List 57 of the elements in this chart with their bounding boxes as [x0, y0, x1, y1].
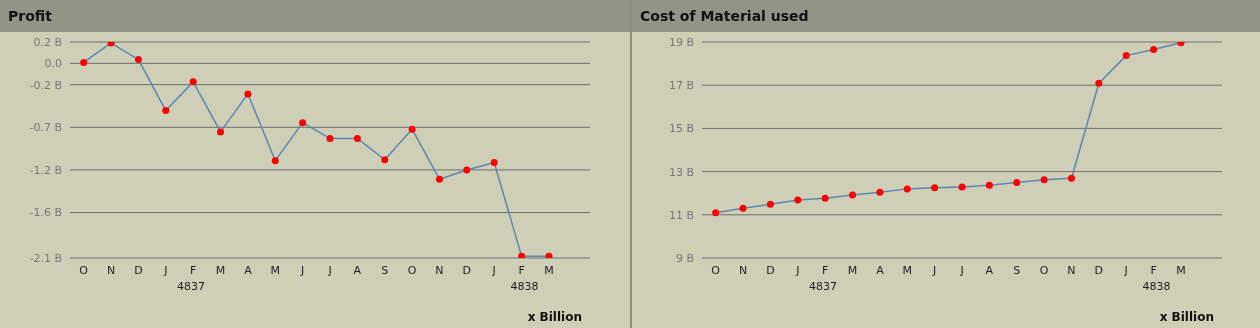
x-tick-label: D	[462, 263, 472, 277]
x-tick-label: A	[876, 263, 885, 277]
chart-title: Profit	[8, 8, 52, 24]
text: x Billion	[1159, 310, 1214, 324]
x-tick-label: M	[902, 263, 913, 277]
x-tick-label: F	[1150, 263, 1157, 277]
x-tick-label: N	[106, 263, 116, 277]
y-tick-label: 9 B	[675, 251, 694, 265]
y-tick-label: -0.2 B	[29, 78, 62, 92]
text: 4837	[808, 280, 839, 293]
x-tick-label: F	[518, 263, 525, 277]
x-tick-label: J	[932, 263, 937, 277]
x-tick-label: O	[1039, 263, 1049, 277]
x-tick-label: S	[1013, 263, 1021, 277]
y-tick-label: -1.6 B	[29, 206, 62, 220]
x-tick-label: M	[270, 263, 281, 277]
x-tick-label: J	[327, 263, 332, 277]
y-tick-label: -0.7 B	[29, 121, 62, 135]
x-tick-label: M	[847, 263, 858, 277]
x-tick-label: J	[959, 263, 964, 277]
x-tick-label: O	[79, 263, 89, 277]
x-tick-label: S	[381, 263, 389, 277]
x-tick-label: M	[1176, 263, 1186, 277]
x-tick-label: D	[1094, 263, 1104, 277]
text: x Billion	[527, 310, 582, 324]
x-tick-label: J	[1123, 263, 1128, 277]
x-tick-label: F	[189, 263, 197, 277]
y-tick-label: 13 B	[668, 165, 694, 179]
x-tick-label: F	[821, 263, 829, 277]
y-tick-label: 15 B	[668, 122, 694, 136]
text: 4838	[509, 280, 540, 293]
x-tick-label: N	[435, 263, 444, 277]
x-tick-label: A	[985, 263, 994, 277]
y-tick-label: -2.1 B	[29, 251, 62, 265]
y-tick-label: 19 B	[668, 35, 694, 49]
x-tick-label: J	[163, 263, 168, 277]
chart-title: Cost of Material used	[640, 8, 809, 24]
y-tick-label: 17 B	[668, 79, 694, 93]
x-tick-label: J	[300, 263, 305, 277]
x-tick-label: A	[353, 263, 362, 277]
x-tick-label: M	[215, 263, 226, 277]
x-tick-label: D	[766, 263, 775, 277]
x-tick-label: J	[795, 263, 800, 277]
x-tick-label: A	[244, 263, 253, 277]
y-tick-label: 0.0	[44, 57, 62, 71]
x-tick-label: O	[711, 263, 721, 277]
y-tick-label: 11 B	[668, 208, 694, 222]
x-tick-label: J	[491, 263, 496, 277]
y-tick-label: -1.2 B	[29, 163, 62, 177]
text: 4837	[176, 280, 207, 293]
y-tick-label: 0.2 B	[33, 35, 62, 49]
x-tick-label: D	[134, 263, 143, 277]
x-tick-label: O	[407, 263, 417, 277]
x-tick-label: N	[738, 263, 748, 277]
text: 4838	[1141, 280, 1172, 293]
x-tick-label: N	[1067, 263, 1076, 277]
x-tick-label: M	[544, 263, 554, 277]
